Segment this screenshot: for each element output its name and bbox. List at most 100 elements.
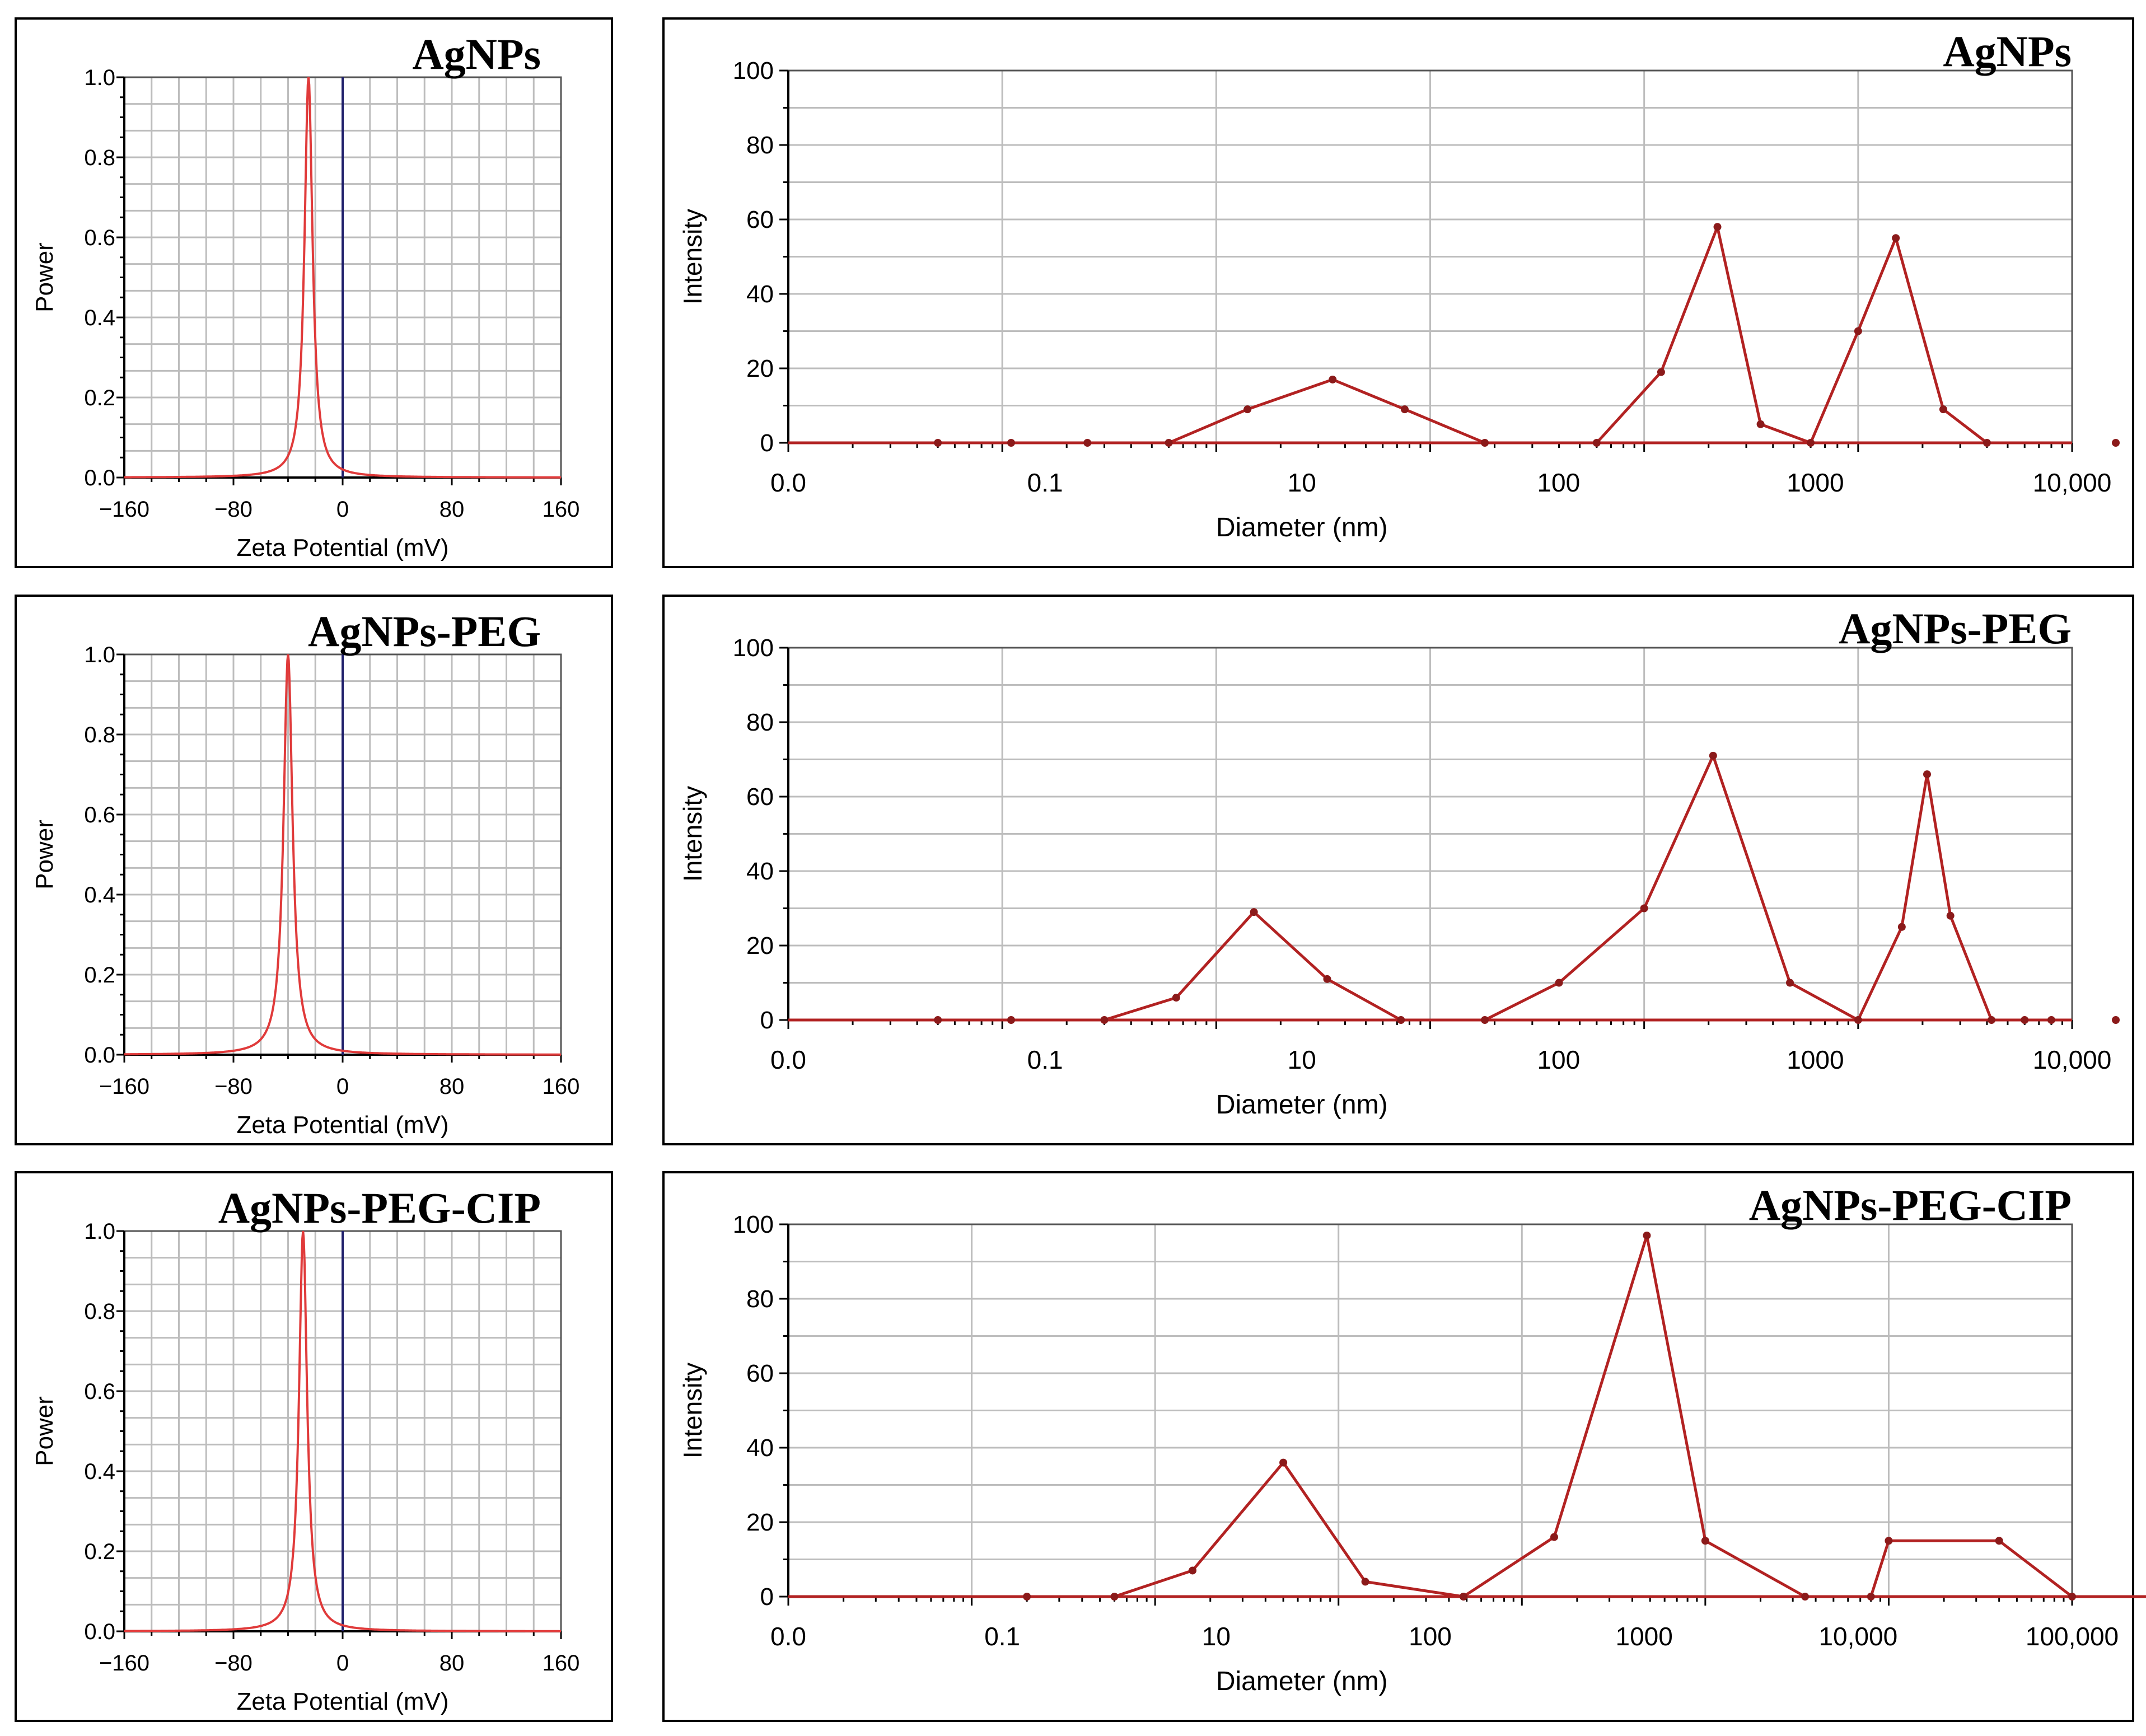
data-point — [1892, 234, 1900, 242]
panel-frame — [662, 17, 2134, 568]
data-point — [2047, 1016, 2055, 1024]
x-tick-label: 100 — [1537, 468, 1580, 497]
y-tick-label: 0.6 — [84, 226, 115, 250]
data-point — [2068, 1593, 2076, 1601]
x-tick-label: 10 — [1202, 1622, 1231, 1651]
x-tick-label: 0 — [336, 1651, 349, 1676]
data-point — [1400, 405, 1409, 414]
data-point — [1007, 439, 1015, 447]
data-point — [1756, 420, 1765, 428]
x-tick-label: 10,000 — [2033, 468, 2112, 497]
panel-title: AgNPs — [1943, 27, 2072, 76]
y-tick-label: 0.8 — [84, 146, 115, 170]
panel-frame — [15, 17, 613, 568]
x-tick-label: 10 — [1288, 1045, 1316, 1074]
data-point — [1801, 1593, 1810, 1601]
x-tick-label: 160 — [543, 1074, 580, 1099]
y-tick-label: 100 — [733, 57, 774, 85]
zeta-peak-series — [124, 1230, 561, 1632]
data-point — [1329, 375, 1337, 383]
y-tick-label: 100 — [733, 634, 774, 662]
panel-frame — [15, 1171, 613, 1722]
x-tick-label: 1000 — [1615, 1622, 1672, 1651]
y-tick-label: 0 — [760, 429, 774, 457]
x-axis-label: Zeta Potential (mV) — [236, 1688, 448, 1715]
panel-title: AgNPs — [412, 30, 541, 78]
y-axis-label: Power — [31, 820, 58, 890]
size-distribution-series — [938, 754, 2051, 1022]
y-tick-label: 0.4 — [84, 306, 115, 330]
data-point — [1459, 1593, 1467, 1601]
data-point — [1100, 1016, 1109, 1024]
data-point — [1897, 923, 1906, 931]
data-point — [1592, 439, 1601, 447]
y-tick-label: 0 — [760, 1583, 774, 1611]
y-tick-label: 0.4 — [84, 883, 115, 907]
x-tick-label: −80 — [214, 1651, 253, 1676]
zeta-potential-chart: 0.0 0.2 0.4 0.6 0.8 1.0 −160 −80 0 80 160 Zeta Pote… — [15, 1171, 613, 1722]
y-tick-label: 0.8 — [84, 723, 115, 747]
x-tick-label: 0 — [336, 1074, 349, 1099]
data-point — [1397, 1016, 1405, 1024]
x-tick-label: 80 — [440, 497, 465, 522]
data-point — [1007, 1016, 1015, 1024]
data-point — [1939, 405, 1947, 414]
data-point — [1807, 439, 1815, 447]
y-tick-label: 80 — [746, 132, 774, 159]
size-distribution-chart: 0 20 40 60 80 100 0.0 0.1 10 100 1000 10,000 100,000… — [662, 1171, 2146, 1722]
y-tick-label: 40 — [746, 280, 774, 308]
data-point — [1165, 439, 1173, 447]
x-tick-label: 10 — [1288, 468, 1316, 497]
data-point — [1481, 439, 1489, 447]
x-tick-label: 10,000 — [1818, 1622, 1897, 1651]
x-tick-label: −160 — [99, 1074, 149, 1099]
y-tick-label: 100 — [733, 1211, 774, 1238]
y-tick-label: 60 — [746, 206, 774, 233]
data-point — [1854, 327, 1862, 335]
panel-title: AgNPs-PEG-CIP — [1749, 1181, 2072, 1229]
data-point — [2112, 1016, 2120, 1024]
x-tick-label: 0 — [336, 497, 349, 522]
x-axis-label: Zeta Potential (mV) — [236, 534, 448, 561]
data-point — [1110, 1593, 1119, 1601]
y-tick-label: 20 — [746, 932, 774, 960]
data-point — [1946, 911, 1955, 920]
zeta-peak-series — [124, 77, 561, 479]
data-point — [1995, 1537, 2003, 1545]
charts-layer: 0.0 0.2 0.4 0.6 0.8 1.0 −160 −80 0 80 160 Zeta Pote… — [15, 17, 2146, 1722]
data-point — [1988, 1016, 1996, 1024]
data-point — [1279, 1458, 1288, 1467]
data-point — [1189, 1566, 1197, 1575]
data-point — [2112, 439, 2120, 447]
data-point — [1023, 1593, 1031, 1601]
x-tick-label: 0.1 — [984, 1622, 1020, 1651]
zeta-potential-chart: 0.0 0.2 0.4 0.6 0.8 1.0 −160 −80 0 80 160 Zeta Pote… — [15, 17, 613, 568]
x-axis-label: Diameter (nm) — [1216, 513, 1388, 542]
y-tick-label: 0 — [760, 1007, 774, 1034]
data-point — [1983, 439, 1991, 447]
x-tick-label: 80 — [440, 1074, 465, 1099]
x-tick-label: 0.1 — [1027, 468, 1063, 497]
panel-frame — [662, 1171, 2134, 1722]
x-axis-label: Zeta Potential (mV) — [236, 1111, 448, 1139]
y-tick-label: 0.2 — [84, 963, 115, 988]
data-point — [1555, 979, 1563, 987]
y-tick-label: 1.0 — [84, 65, 115, 90]
y-tick-label: 20 — [746, 355, 774, 382]
y-tick-label: 40 — [746, 1434, 774, 1462]
x-tick-label: −80 — [214, 1074, 253, 1099]
data-point — [1885, 1537, 1893, 1545]
x-tick-label: 160 — [543, 1651, 580, 1676]
data-point — [1550, 1533, 1558, 1541]
data-point — [1786, 979, 1794, 987]
x-axis-label: Diameter (nm) — [1216, 1667, 1388, 1696]
zeta-peak-series — [124, 654, 561, 1056]
y-tick-label: 80 — [746, 1285, 774, 1313]
y-tick-label: 0.6 — [84, 803, 115, 827]
y-tick-label: 0.0 — [84, 1043, 115, 1068]
data-point — [2021, 1016, 2029, 1024]
panel-frame — [662, 595, 2134, 1145]
x-tick-label: 1000 — [1787, 1045, 1844, 1074]
data-point — [1083, 439, 1092, 447]
